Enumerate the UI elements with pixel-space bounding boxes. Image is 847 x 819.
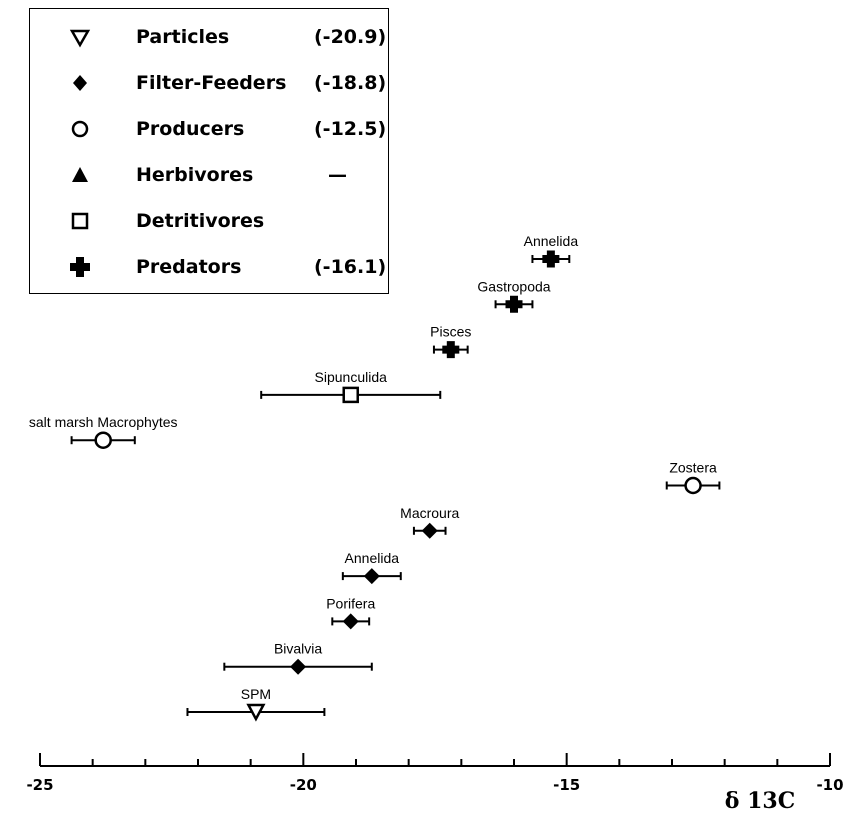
data-points: Annelida Gastropoda Pisces Sipunculida salt … [29,233,721,722]
legend-item-detritivores: Detritivores [30,206,388,236]
legend: Particles (-20.9) Filter-Feeders (-18.8)… [29,8,389,294]
legend-value: (-16.1) [314,256,387,278]
legend-item-filter-feeders: Filter-Feeders (-18.8) [30,68,388,98]
legend-label: Herbivores [136,164,254,186]
point-label: Gastropoda [477,278,550,294]
marker-diamond [290,658,307,675]
triangle-up-filled-icon [68,160,92,190]
data-point: Sipunculida [260,369,442,404]
data-point: Zostera [665,460,721,495]
x-tick-label: -20 [290,776,317,794]
square-open-icon [68,206,92,236]
marker-diamond [342,613,359,630]
data-point: Bivalvia [223,641,373,675]
marker-cross [542,250,560,268]
data-point: Gastropoda [477,278,551,313]
point-label: SPM [241,686,271,702]
data-point: Porifera [326,595,375,630]
data-point: Annelida [524,233,579,268]
legend-value: (-20.9) [314,26,387,48]
legend-label: Predators [136,256,242,278]
legend-value: — [328,164,347,186]
circle-open-icon [68,114,92,144]
legend-label: Particles [136,26,230,48]
marker-square [342,386,359,404]
marker-circle [684,476,702,495]
marker-circle [94,431,112,449]
point-label: Sipunculida [315,369,388,385]
legend-label: Filter-Feeders [136,72,287,94]
data-point: Pisces [430,324,471,359]
point-label: Annelida [345,550,400,566]
point-label: salt marsh Macrophytes [29,414,178,430]
x-axis: -25 -20 -15 -10 δ 13C [26,753,844,814]
legend-value: (-12.5) [314,118,387,140]
point-label: Zostera [669,460,717,476]
point-label: Macroura [400,505,459,521]
legend-item-particles: Particles (-20.9) [30,22,388,52]
x-tick-label: -15 [553,776,580,794]
legend-label: Producers [136,118,245,140]
marker-triangle-down [246,703,266,722]
point-label: Annelida [524,233,579,249]
data-point: Macroura [400,505,460,539]
marker-diamond [421,522,438,539]
legend-value: (-18.8) [314,72,387,94]
x-tick-label: -25 [26,776,53,794]
x-axis-label: δ 13C [725,788,795,814]
data-point: SPM [186,686,326,722]
point-label: Porifera [326,595,375,611]
point-label: Pisces [430,324,471,340]
marker-cross [442,341,460,359]
cross-filled-icon [68,252,92,282]
diamond-filled-icon [68,68,92,98]
legend-label: Detritivores [136,210,265,232]
legend-item-producers: Producers (-12.5) [30,114,388,144]
data-point: salt marsh Macrophytes [29,414,178,449]
marker-cross [505,295,523,313]
legend-item-herbivores: Herbivores — [30,160,388,190]
marker-diamond [363,568,380,585]
data-point: Annelida [341,550,402,585]
point-label: Bivalvia [274,641,322,657]
x-tick-label: -10 [816,776,843,794]
triangle-down-open-icon [68,22,92,52]
legend-item-predators: Predators (-16.1) [30,252,388,282]
